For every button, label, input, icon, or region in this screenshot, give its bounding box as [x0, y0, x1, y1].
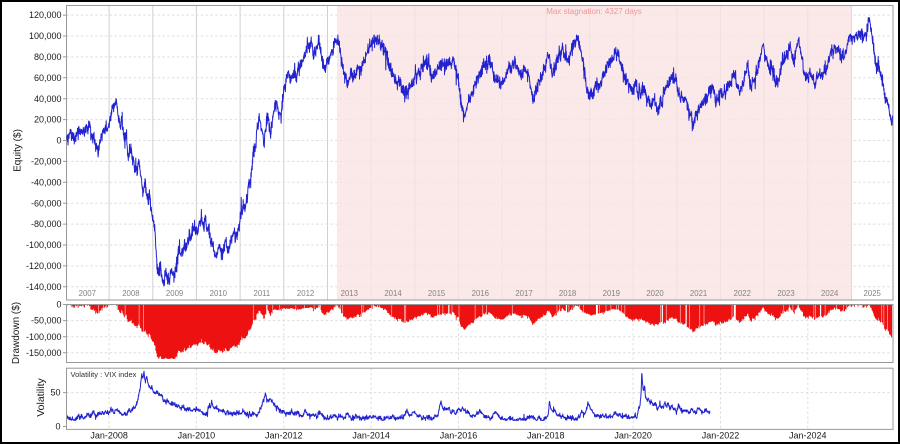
svg-text:Volatility : VIX index: Volatility : VIX index [71, 370, 137, 379]
svg-text:2010: 2010 [210, 289, 228, 298]
svg-text:Jan-2012: Jan-2012 [265, 431, 303, 441]
svg-text:-40,000: -40,000 [31, 177, 62, 187]
svg-text:60,000: 60,000 [34, 73, 62, 83]
svg-text:2008: 2008 [122, 289, 139, 298]
svg-text:100,000: 100,000 [29, 31, 62, 41]
svg-text:80,000: 80,000 [34, 52, 62, 62]
svg-text:2011: 2011 [254, 289, 271, 298]
svg-text:50: 50 [50, 388, 60, 398]
svg-text:2018: 2018 [559, 289, 576, 298]
svg-text:20,000: 20,000 [34, 115, 62, 125]
svg-text:0: 0 [56, 136, 61, 146]
svg-text:2012: 2012 [297, 289, 314, 298]
svg-text:40,000: 40,000 [34, 94, 62, 104]
svg-text:Jan-2022: Jan-2022 [702, 431, 740, 441]
svg-text:Jan-2018: Jan-2018 [527, 431, 565, 441]
svg-text:Jan-2020: Jan-2020 [614, 431, 652, 441]
svg-text:-60,000: -60,000 [31, 198, 62, 208]
svg-text:Max stagnation: 4327 days: Max stagnation: 4327 days [546, 7, 642, 16]
svg-text:Jan-2010: Jan-2010 [178, 431, 216, 441]
svg-text:120,000: 120,000 [29, 10, 62, 20]
svg-text:-150,000: -150,000 [26, 348, 62, 358]
svg-text:0: 0 [55, 422, 60, 432]
svg-text:-100,000: -100,000 [26, 240, 62, 250]
svg-text:Jan-2014: Jan-2014 [352, 431, 390, 441]
svg-text:-20,000: -20,000 [31, 157, 62, 167]
svg-text:-50,000: -50,000 [31, 316, 62, 326]
svg-text:2023: 2023 [777, 289, 794, 298]
svg-text:-80,000: -80,000 [31, 219, 62, 229]
svg-text:2022: 2022 [734, 289, 751, 298]
svg-text:Jan-2016: Jan-2016 [440, 431, 478, 441]
svg-text:2025: 2025 [864, 289, 882, 298]
svg-text:-120,000: -120,000 [26, 261, 62, 271]
svg-text:Volatility: Volatility [35, 377, 47, 416]
svg-text:-100,000: -100,000 [26, 332, 62, 342]
svg-text:-140,000: -140,000 [26, 282, 62, 292]
svg-text:2020: 2020 [646, 289, 664, 298]
svg-text:2021: 2021 [690, 289, 707, 298]
svg-text:2024: 2024 [821, 289, 839, 298]
svg-text:Jan-2024: Jan-2024 [789, 431, 827, 441]
svg-text:Drawdown ($): Drawdown ($) [11, 302, 22, 364]
svg-text:2015: 2015 [428, 289, 446, 298]
svg-text:Jan-2008: Jan-2008 [90, 431, 128, 441]
svg-text:2019: 2019 [603, 289, 620, 298]
svg-text:2009: 2009 [166, 289, 183, 298]
svg-text:0: 0 [56, 300, 61, 310]
svg-text:2014: 2014 [384, 289, 402, 298]
svg-text:2016: 2016 [472, 289, 489, 298]
svg-text:2013: 2013 [341, 289, 358, 298]
svg-text:2007: 2007 [79, 289, 96, 298]
svg-text:2017: 2017 [515, 289, 532, 298]
svg-text:Equity ($): Equity ($) [12, 129, 23, 172]
